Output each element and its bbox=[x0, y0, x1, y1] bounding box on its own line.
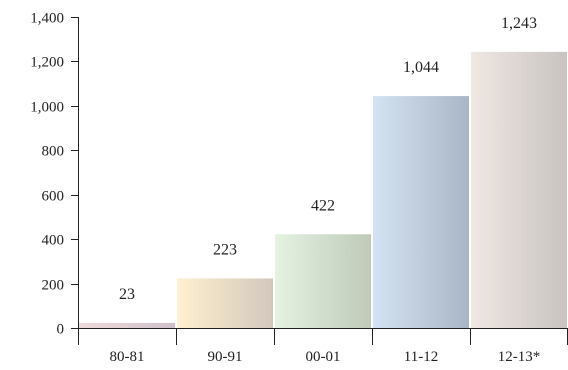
data-label-90-91: 223 bbox=[213, 241, 237, 258]
y-axis: 0 200 400 600 800 1,000 1,200 1,400 bbox=[30, 11, 79, 338]
y-tick-label-1200: 1,200 bbox=[30, 55, 64, 71]
x-tick-label-12-13*: 12-13* bbox=[498, 349, 541, 365]
data-label-00-01: 422 bbox=[311, 197, 335, 214]
bar-11-12 bbox=[373, 96, 469, 328]
bar-00-01 bbox=[275, 234, 371, 328]
bar-90-91 bbox=[177, 278, 273, 328]
data-label-11-12: 1,044 bbox=[403, 59, 439, 76]
x-tick-label-90-91: 90-91 bbox=[208, 349, 243, 365]
data-label-12-13*: 1,243 bbox=[501, 15, 537, 32]
y-tick-label-600: 600 bbox=[42, 189, 65, 205]
y-tick-label-0: 0 bbox=[57, 322, 65, 338]
bars-group: 23 223 422 1,044 1,243 bbox=[79, 15, 567, 328]
y-tick-label-800: 800 bbox=[42, 144, 65, 160]
data-label-80-81: 23 bbox=[119, 286, 135, 303]
x-tick-label-11-12: 11-12 bbox=[404, 349, 438, 365]
bar-12-13* bbox=[471, 51, 567, 328]
y-tick-label-200: 200 bbox=[42, 278, 65, 294]
x-tick-label-00-01: 00-01 bbox=[306, 349, 341, 365]
bar-80-81 bbox=[79, 322, 175, 328]
x-axis: 80-81 90-91 00-01 11-12 12-13* bbox=[78, 328, 568, 365]
y-tick-label-1400: 1,400 bbox=[30, 11, 64, 27]
y-tick-label-1000: 1,000 bbox=[30, 100, 64, 116]
x-tick-label-80-81: 80-81 bbox=[110, 349, 145, 365]
y-tick-label-400: 400 bbox=[42, 233, 65, 249]
